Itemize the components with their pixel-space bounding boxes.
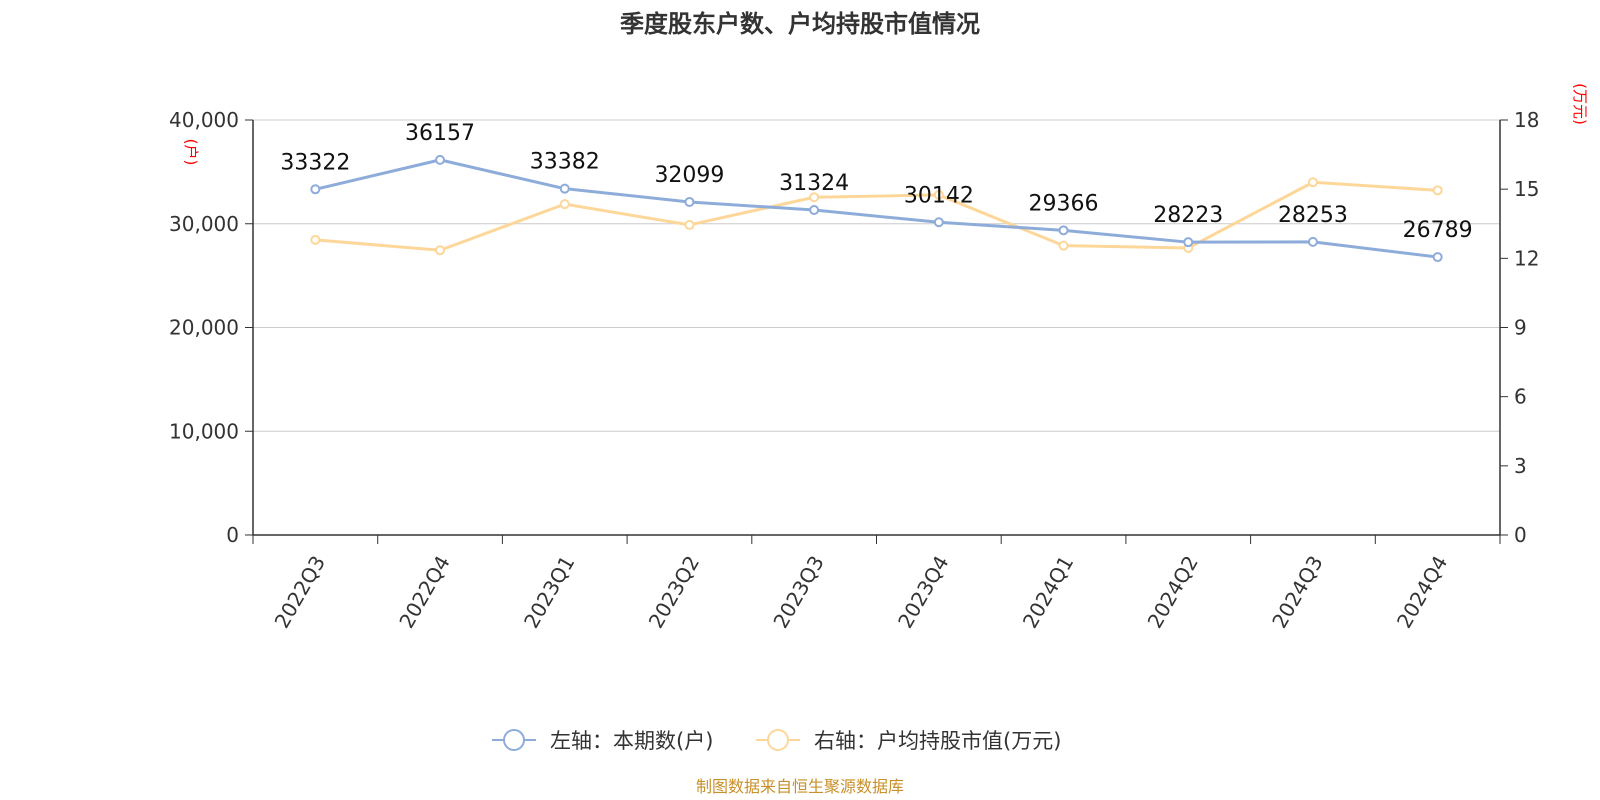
x-axis-tick-label: 2024Q2 bbox=[1143, 552, 1203, 633]
legend-marker-left bbox=[503, 729, 525, 751]
point-avg-value bbox=[310, 234, 321, 245]
chart-title: 季度股东户数、户均持股市值情况 bbox=[620, 10, 980, 38]
data-labels: 33322 36157 33382 32099 31324 30142 29366 28223… bbox=[280, 121, 1472, 243]
left-axis-unit: (户) bbox=[182, 139, 200, 166]
point-holders bbox=[310, 184, 321, 195]
point-holders bbox=[1183, 237, 1194, 248]
right-axis-tick-label: 12 bbox=[1514, 246, 1539, 270]
data-label-holders: 32099 bbox=[654, 163, 724, 188]
data-label-holders: 28253 bbox=[1278, 203, 1348, 228]
x-axis-tick-label: 2022Q3 bbox=[270, 552, 330, 633]
point-holders bbox=[1307, 236, 1318, 247]
point-holders bbox=[809, 205, 820, 216]
x-axis-tick-label: 2024Q3 bbox=[1267, 552, 1327, 633]
series-line-avg-value bbox=[315, 180, 1438, 252]
right-axis-unit: (万元) bbox=[1571, 83, 1589, 125]
x-axis-tick-label: 2023Q2 bbox=[644, 552, 704, 633]
point-avg-value bbox=[809, 192, 820, 203]
right-axis-tick-label: 9 bbox=[1514, 316, 1527, 340]
point-avg-value bbox=[1432, 185, 1443, 196]
point-avg-value bbox=[933, 189, 944, 200]
data-label-holders: 36157 bbox=[405, 121, 475, 146]
point-avg-value bbox=[435, 245, 446, 256]
point-avg-value bbox=[684, 219, 695, 230]
data-label-holders: 31324 bbox=[779, 171, 849, 196]
left-axis-tick-label: 30,000 bbox=[169, 212, 239, 236]
data-label-holders: 33382 bbox=[530, 150, 600, 175]
series-line-holders bbox=[315, 158, 1438, 259]
legend-marker-right bbox=[767, 729, 789, 751]
series-layer bbox=[310, 154, 1443, 263]
left-axis-tick-label: 40,000 bbox=[169, 108, 239, 132]
data-label-holders: 30142 bbox=[904, 183, 974, 208]
axes bbox=[245, 119, 1508, 544]
point-holders bbox=[559, 183, 570, 194]
right-axis-tick-label: 3 bbox=[1514, 454, 1527, 478]
data-label-holders: 28223 bbox=[1153, 203, 1223, 228]
point-holders bbox=[933, 217, 944, 228]
data-label-holders: 33322 bbox=[280, 150, 350, 175]
point-avg-value bbox=[559, 199, 570, 210]
right-axis-tick-label: 18 bbox=[1514, 108, 1539, 132]
right-axis-tick-label: 6 bbox=[1514, 385, 1527, 409]
point-avg-value bbox=[1058, 240, 1069, 251]
x-axis-tick-label: 2023Q3 bbox=[768, 552, 828, 633]
point-holders bbox=[435, 154, 446, 165]
x-axis-tick-label: 2023Q1 bbox=[519, 552, 579, 633]
legend-label-right: 右轴：户均持股市值(万元) bbox=[814, 729, 1061, 753]
x-axis-tick-label: 2022Q4 bbox=[394, 552, 454, 633]
x-axis-tick-label: 2023Q4 bbox=[893, 552, 953, 633]
gridlines bbox=[253, 119, 1500, 432]
left-axis-tick-label: 10,000 bbox=[169, 419, 239, 443]
legend-item-right-series[interactable]: 右轴：户均持股市值(万元) bbox=[756, 729, 1061, 753]
legend: 左轴：本期数(户) 右轴：户均持股市值(万元) bbox=[492, 729, 1061, 753]
x-axis-tick-label: 2024Q1 bbox=[1018, 552, 1078, 633]
point-avg-value bbox=[1307, 177, 1318, 188]
data-label-holders: 26789 bbox=[1403, 218, 1473, 243]
legend-label-left: 左轴：本期数(户) bbox=[550, 729, 713, 753]
point-holders bbox=[1432, 252, 1443, 263]
right-axis-tick-label: 15 bbox=[1514, 177, 1539, 201]
left-axis-tick-label: 20,000 bbox=[169, 316, 239, 340]
source-note: 制图数据来自恒生聚源数据库 bbox=[696, 777, 904, 796]
legend-item-left-series[interactable]: 左轴：本期数(户) bbox=[492, 729, 713, 753]
tick-labels: 0 10,000 20,000 30,000 40,000 0 3 6 9 12 15 18 2022Q… bbox=[169, 108, 1539, 632]
x-axis-tick-label: 2024Q4 bbox=[1392, 552, 1452, 633]
left-axis-tick-label: 0 bbox=[226, 523, 239, 547]
data-label-holders: 29366 bbox=[1029, 191, 1099, 216]
point-holders bbox=[684, 196, 695, 207]
point-holders bbox=[1058, 225, 1069, 236]
right-axis-tick-label: 0 bbox=[1514, 523, 1527, 547]
